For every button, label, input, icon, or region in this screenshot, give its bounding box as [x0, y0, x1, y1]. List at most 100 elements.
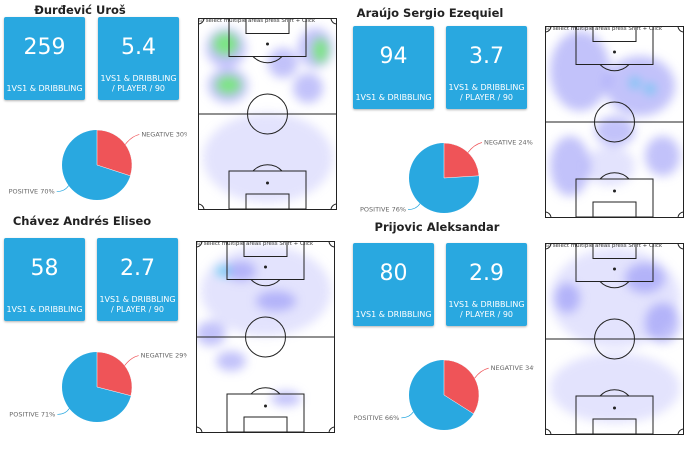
positive-connector: [408, 203, 421, 210]
negative-label: NEGATIVE 24%: [484, 138, 533, 146]
heat-blob: [630, 78, 640, 88]
hint-text: select multiple areas press Shift + Clic…: [552, 26, 663, 32]
heatmap-pitch[interactable]: ☑ select multiple areas press Shift + Cl…: [196, 241, 335, 433]
heat-blob: [203, 113, 333, 203]
pitch-lines: [545, 243, 684, 435]
stat-label: 1VS1 & DRIBBLING / PLAYER / 90: [448, 300, 525, 319]
heatmap-pitch[interactable]: ☑ select multiple areas press Shift + Cl…: [545, 26, 684, 218]
stat-value: 80: [379, 261, 408, 286]
negative-connector: [474, 367, 489, 379]
pie-svg: NEGATIVE 24% POSITIVE 76%: [360, 138, 533, 214]
pitch-lines: [545, 26, 684, 218]
stat-value: 2.7: [120, 256, 155, 281]
positive-connector: [401, 411, 414, 419]
positive-connector: [57, 408, 70, 415]
heat-blob: [216, 76, 241, 94]
negative-connector: [467, 142, 483, 153]
stat-label: 1VS1 & DRIBBLING / PLAYER / 90: [99, 295, 176, 314]
pie-slice-negative[interactable]: [96, 351, 133, 397]
multi-select-hint: ☑ select multiple areas press Shift + Cl…: [197, 241, 313, 247]
heat-blob: [271, 391, 301, 406]
player-name: Prijovic Aleksandar: [374, 220, 500, 234]
heatmap-pitch[interactable]: ☑ select multiple areas press Shift + Cl…: [198, 18, 337, 210]
pitch-lines: [198, 18, 337, 210]
hint-text: select multiple areas press Shift + Clic…: [552, 243, 663, 249]
heat-blob: [196, 321, 226, 346]
checkbox-icon[interactable]: ☑: [199, 18, 204, 24]
positive-connector: [56, 185, 69, 192]
heat-blob: [550, 353, 680, 423]
checkbox-icon[interactable]: ☑: [546, 26, 551, 32]
heat-blob: [216, 351, 246, 371]
heatmap-layer: [196, 241, 335, 433]
pie-svg: NEGATIVE 34% POSITIVE 66%: [353, 359, 540, 430]
heatmap-layer: [198, 18, 337, 210]
hint-text: select multiple areas press Shift + Clic…: [205, 18, 316, 24]
per90-card[interactable]: 5.4 1VS1 & DRIBBLING / PLAYER / 90: [98, 17, 179, 100]
positive-label: POSITIVE 76%: [360, 206, 406, 214]
stat-value: 94: [379, 44, 408, 69]
total-count-card[interactable]: 94 1VS1 & DRIBBLING: [353, 26, 434, 109]
stat-label: 1VS1 & DRIBBLING: [355, 310, 432, 319]
pie-slice-negative[interactable]: [443, 359, 480, 415]
player-name: Đurđević Uroš: [34, 3, 126, 17]
multi-select-hint: ☑ select multiple areas press Shift + Cl…: [199, 18, 315, 24]
heat-blob: [645, 303, 680, 343]
heat-blob: [595, 116, 635, 146]
multi-select-hint: ☑ select multiple areas press Shift + Cl…: [546, 243, 662, 249]
stat-label: 1VS1 & DRIBBLING: [6, 305, 83, 314]
stat-value: 58: [30, 256, 59, 281]
stat-label: 1VS1 & DRIBBLING / PLAYER / 90: [100, 74, 177, 93]
pie-slice-negative[interactable]: [443, 142, 480, 179]
per90-card[interactable]: 3.7 1VS1 & DRIBBLING / PLAYER / 90: [446, 26, 527, 109]
stat-label: 1VS1 & DRIBBLING: [355, 93, 432, 102]
heat-blob: [293, 73, 323, 103]
heat-blob: [216, 266, 231, 276]
total-count-card[interactable]: 259 1VS1 & DRIBBLING: [4, 17, 85, 100]
checkbox-icon[interactable]: ☑: [546, 243, 551, 249]
heat-blob: [550, 31, 610, 111]
stat-value: 2.9: [469, 261, 504, 286]
heat-blob: [256, 291, 296, 311]
heat-blob: [605, 56, 675, 116]
outcome-pie-chart[interactable]: NEGATIVE 30% POSITIVE 70%: [7, 110, 190, 220]
heat-blob: [226, 261, 256, 281]
heat-blob: [625, 263, 665, 293]
total-count-card[interactable]: 80 1VS1 & DRIBBLING: [353, 243, 434, 326]
positive-label: POSITIVE 71%: [9, 410, 55, 418]
stat-label: 1VS1 & DRIBBLING: [6, 84, 83, 93]
heatmap-pitch[interactable]: ☑ select multiple areas press Shift + Cl…: [545, 243, 684, 435]
outcome-pie-chart[interactable]: NEGATIVE 29% POSITIVE 71%: [7, 332, 190, 442]
player-name: Chávez Andrés Eliseo: [12, 214, 152, 228]
heat-blob: [213, 33, 238, 55]
heatmap-layer: [545, 243, 684, 435]
heat-blob: [645, 84, 655, 94]
negative-label: NEGATIVE 30%: [141, 130, 187, 138]
negative-label: NEGATIVE 34%: [491, 364, 534, 372]
per90-card[interactable]: 2.9 1VS1 & DRIBBLING / PLAYER / 90: [446, 243, 527, 326]
stat-value: 3.7: [469, 44, 504, 69]
stat-value: 5.4: [121, 35, 156, 60]
hint-text: select multiple areas press Shift + Clic…: [203, 241, 314, 247]
pie-svg: NEGATIVE 30% POSITIVE 70%: [9, 129, 190, 200]
heat-blob: [645, 136, 680, 176]
heat-blob: [550, 136, 590, 196]
heat-blob: [555, 283, 580, 313]
pitch-lines: [196, 241, 335, 433]
stat-label: 1VS1 & DRIBBLING / PLAYER / 90: [448, 83, 525, 102]
heatmap-layer: [545, 26, 684, 218]
heat-blob: [313, 38, 328, 63]
outcome-pie-chart[interactable]: NEGATIVE 24% POSITIVE 76%: [354, 123, 534, 233]
negative-connector: [124, 355, 139, 366]
positive-label: POSITIVE 66%: [354, 414, 399, 422]
heat-blob: [201, 246, 331, 336]
checkbox-icon[interactable]: ☑: [197, 241, 202, 247]
negative-connector: [125, 134, 140, 145]
multi-select-hint: ☑ select multiple areas press Shift + Cl…: [546, 26, 662, 32]
negative-label: NEGATIVE 29%: [141, 352, 187, 360]
stat-value: 259: [23, 35, 66, 60]
outcome-pie-chart[interactable]: NEGATIVE 34% POSITIVE 66%: [353, 340, 540, 450]
total-count-card[interactable]: 58 1VS1 & DRIBBLING: [4, 238, 85, 321]
per90-card[interactable]: 2.7 1VS1 & DRIBBLING / PLAYER / 90: [97, 238, 178, 321]
heat-blob: [550, 248, 680, 348]
